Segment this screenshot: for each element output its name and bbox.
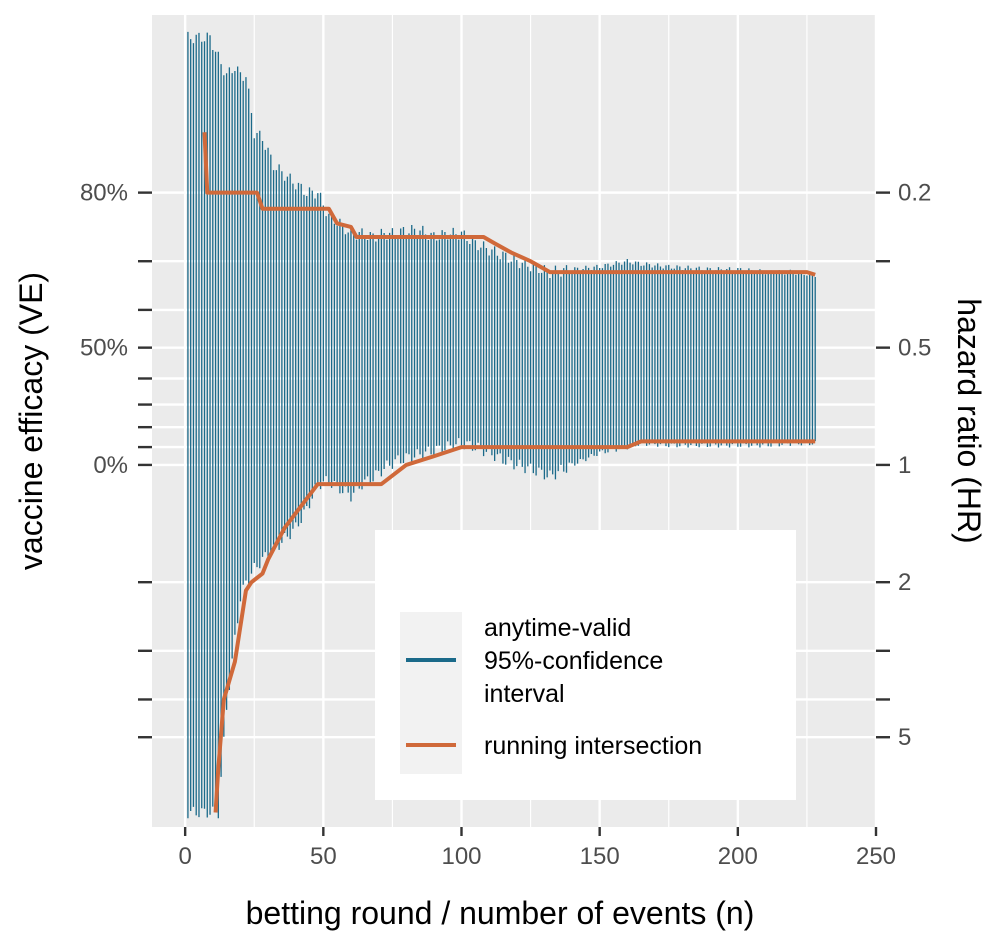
right-tick-label-4: 5 (898, 724, 911, 751)
x-axis-label: betting round / number of events (n) (246, 895, 755, 931)
y-axis-label-right: hazard ratio (HR) (951, 298, 987, 543)
legend: anytime-valid 95%-confidence interval runn… (375, 530, 796, 800)
right-tick-label-2: 1 (898, 452, 911, 479)
left-tick-label-0: 80% (80, 180, 128, 207)
legend-label-intersection: running intersection (484, 732, 702, 760)
x-tick-label-100: 100 (441, 843, 481, 870)
x-tick-label-200: 200 (718, 843, 758, 870)
x-tick-label-50: 50 (310, 843, 337, 870)
intersection-upper-line (202, 132, 816, 277)
x-tick-label-0: 0 (178, 843, 191, 870)
left-tick-label-2: 0% (93, 452, 128, 479)
legend-key-background (400, 612, 462, 774)
y-axis-label-left: vaccine efficacy (VE) (13, 272, 49, 570)
x-tick-label-250: 250 (856, 843, 896, 870)
axes: 0 50 100 150 200 250 80% 50% 0% 0.2 0.5 1 2 5 (80, 180, 931, 870)
running-intersection-line (202, 132, 816, 813)
legend-interval-line-2: interval (484, 680, 565, 708)
x-tick-label-150: 150 (580, 843, 620, 870)
legend-interval-line-0: anytime-valid (484, 614, 631, 642)
legend-label-interval: anytime-valid 95%-confidence interval (484, 614, 663, 708)
left-tick-label-1: 50% (80, 335, 128, 362)
intersection-lower-line (213, 439, 816, 813)
confidence-intervals (187, 31, 816, 819)
right-tick-label-3: 2 (898, 569, 911, 596)
right-tick-label-1: 0.5 (898, 335, 931, 362)
right-tick-label-0: 0.2 (898, 180, 931, 207)
legend-interval-line-1: 95%-confidence (484, 647, 663, 675)
